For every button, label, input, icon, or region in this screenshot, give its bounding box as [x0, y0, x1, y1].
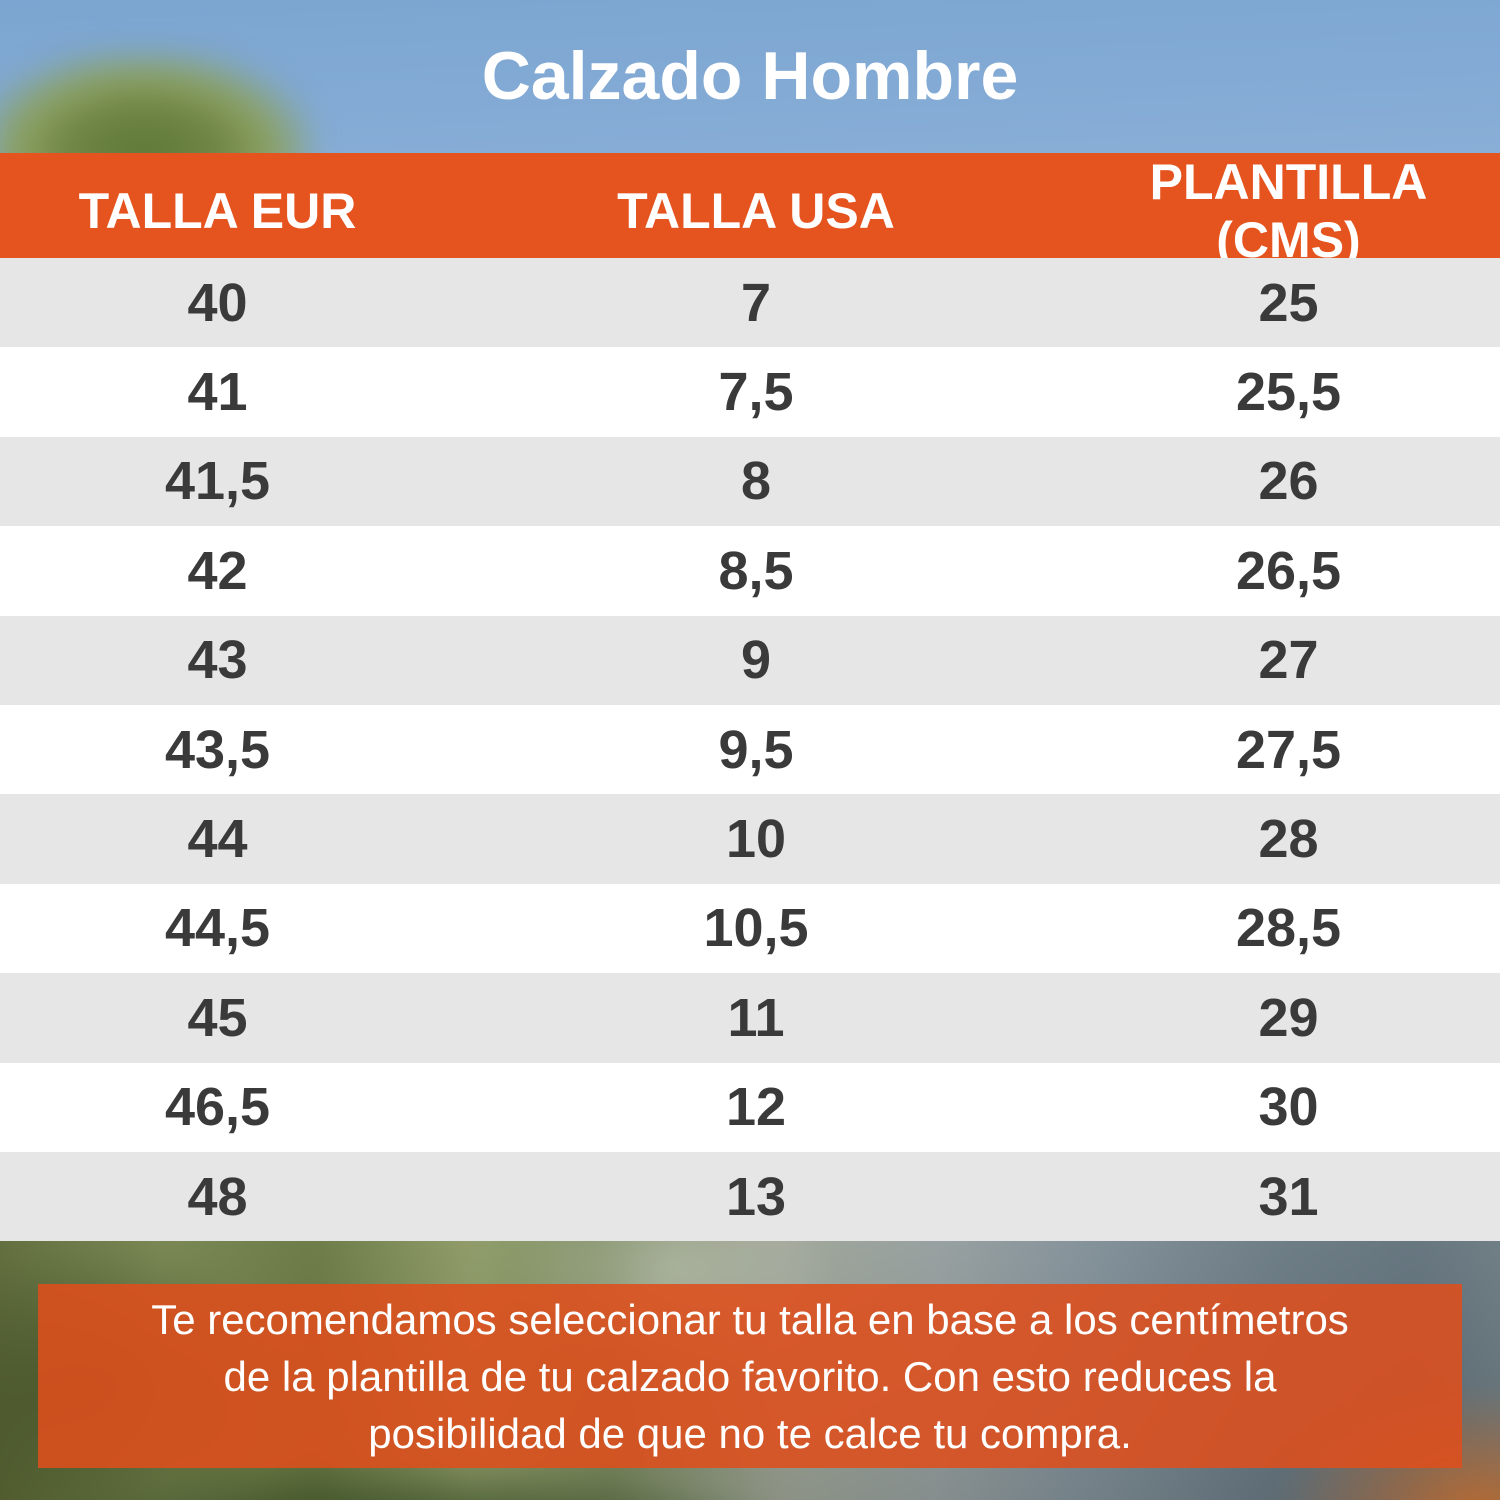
table-row: 44 10 28: [0, 794, 1500, 884]
cell-plantilla-cms: 26,5: [1235, 540, 1342, 601]
cell-plantilla-cms: 25: [1258, 272, 1319, 333]
table-row: 41,5 8 26: [0, 436, 1500, 527]
note-line-2: de la plantilla de tu calzado favorito. …: [223, 1352, 1277, 1400]
table-row: 43 9 27: [0, 615, 1500, 705]
table-row: 46,5 12 30: [0, 1062, 1500, 1152]
cell-talla-usa: 9: [740, 630, 772, 691]
cell-talla-eur: 42: [187, 540, 248, 601]
cell-talla-eur: 43,5: [164, 719, 271, 780]
cell-plantilla-cms: 26: [1258, 451, 1319, 512]
cell-talla-usa: 8,5: [718, 540, 794, 601]
cell-talla-usa: 13: [725, 1166, 787, 1227]
cell-talla-usa: 12: [725, 1077, 787, 1138]
table-row: 41 7,5 25,5: [0, 347, 1500, 437]
cell-plantilla-cms: 27: [1258, 630, 1319, 691]
table-row: 43,5 9,5 27,5: [0, 704, 1500, 795]
cell-plantilla-cms: 25,5: [1235, 362, 1342, 423]
table-header: TALLA EUR TALLA USA PLANTILLA (CMS): [0, 153, 1500, 268]
table-row: 40 7 25: [0, 258, 1500, 348]
table-row: 45 11 29: [0, 973, 1500, 1063]
cell-talla-usa: 10,5: [703, 898, 809, 959]
cell-talla-usa: 7,5: [718, 362, 794, 423]
note-line-1: Te recomendamos seleccionar tu talla en …: [151, 1295, 1349, 1343]
recommendation-note: Te recomendamos seleccionar tu talla en …: [38, 1284, 1462, 1468]
table-row: 42 8,5 26,5: [0, 526, 1500, 616]
cell-talla-eur: 41: [187, 362, 248, 423]
cell-talla-usa: 9,5: [718, 719, 794, 780]
table-row: 48 13 31: [0, 1151, 1500, 1242]
cell-talla-eur: 48: [187, 1166, 248, 1227]
cell-talla-usa: 7: [740, 272, 772, 333]
cell-talla-eur: 45: [187, 987, 248, 1048]
column-header-talla-eur: TALLA EUR: [78, 183, 357, 239]
column-header-plantilla-cms: PLANTILLA (CMS): [1149, 154, 1428, 268]
cell-plantilla-cms: 31: [1258, 1166, 1319, 1227]
blurred-tree: [0, 50, 315, 153]
cell-talla-eur: 46,5: [164, 1077, 271, 1138]
cell-talla-usa: 11: [727, 987, 785, 1048]
cell-plantilla-cms: 27,5: [1235, 719, 1342, 780]
cell-plantilla-cms: 30: [1258, 1077, 1319, 1138]
cell-plantilla-cms: 28: [1258, 809, 1319, 870]
note-line-3: posibilidad de que no te calce tu compra…: [368, 1409, 1132, 1457]
cell-plantilla-cms: 28,5: [1235, 898, 1342, 959]
column-header-talla-usa: TALLA USA: [617, 183, 895, 239]
cell-talla-eur: 44: [187, 809, 248, 870]
cell-talla-usa: 10: [725, 809, 787, 870]
cell-talla-usa: 8: [740, 451, 772, 512]
background-photo-sky: [0, 0, 1500, 153]
cell-talla-eur: 41,5: [164, 451, 271, 512]
cell-talla-eur: 43: [187, 630, 248, 691]
cell-plantilla-cms: 29: [1258, 987, 1319, 1048]
cell-talla-eur: 40: [187, 272, 248, 333]
cell-talla-eur: 44,5: [164, 898, 271, 959]
table-row: 44,5 10,5 28,5: [0, 883, 1500, 974]
size-table-body: 40 7 25 41 7,5 25,5 41,5 8 26 42 8,5 26,…: [0, 258, 1500, 1242]
page-title: Calzado Hombre: [481, 38, 1019, 114]
